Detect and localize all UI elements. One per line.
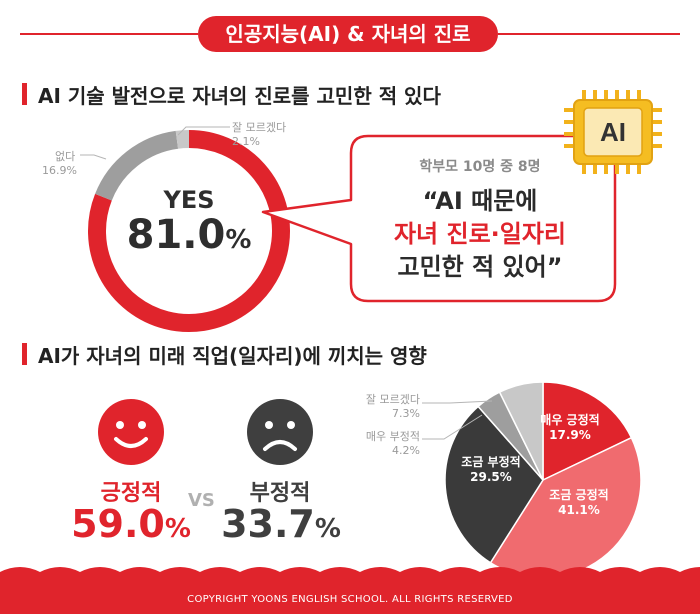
pie-label-very-negative: 매우 부정적 4.2% [350,430,420,458]
donut-yes-number: 81.0 [126,212,226,258]
negative-label: 부정적 [249,481,311,506]
donut-no-label: 없다 [55,150,76,163]
positive-value: 59.0% [46,502,216,546]
positive-number: 59.0 [71,502,165,546]
header-rule-left [20,33,198,35]
header-rule-right [498,33,680,35]
ai-chip-label: AI [600,117,626,147]
bubble-line-3: 고민한 적 있어” [397,253,563,281]
donut-slice-no [95,130,179,201]
pie-label-very-positive: 매우 긍정적 17.9% [530,413,610,443]
pie-label-slightly-negative-text: 조금 부정적 [461,455,521,469]
section1-marker [22,83,27,105]
pie-value-very-negative: 4.2% [392,444,420,457]
section2-marker [22,343,27,365]
pie-slice-dont-know [498,381,544,481]
donut-slice-yes [88,130,290,332]
donut-yes-value: 81.0% [109,212,269,258]
footer-copyright: COPYRIGHT YOONS ENGLISH SCHOOL. ALL RIGH… [187,594,513,605]
pie-value-slightly-negative: 29.5% [470,470,512,484]
pie-value-slightly-positive: 41.1% [558,503,600,517]
donut-no-value: 16.9% [42,164,77,177]
negative-unit: % [314,514,341,544]
negative-number: 33.7 [221,502,315,546]
donut-dk-value: 2.1% [232,135,260,148]
pie-label-dont-know-text: 잘 모르겠다 [365,393,420,406]
donut-yes-label: YES [163,186,215,214]
bubble-line-1: “AI 때문에 [422,187,538,215]
donut-slices [88,130,290,332]
pie-value-dont-know: 7.3% [392,407,420,420]
pie-slices [444,381,642,579]
negative-value: 33.7% [196,502,366,546]
section2-title: AI가 자녀의 미래 직업(일자리)에 끼치는 영향 [38,344,427,368]
bubble-subtitle: 학부모 10명 중 8명 [419,159,541,175]
frown-icon [247,399,313,465]
ai-chip-icon: AI [564,90,662,174]
pie-label-dont-know: 잘 모르겠다 7.3% [348,393,420,421]
pie-slice-very-positive [542,381,633,482]
section1-title: AI 기술 발전으로 자녀의 진로를 고민한 적 있다 [38,84,441,108]
pie-label-very-negative-text: 매우 부정적 [365,430,420,443]
donut-no-leader [80,154,107,160]
bubble-line-2: 자녀 진로·일자리 [393,220,567,248]
positive-unit: % [164,514,191,544]
smile-icon [98,399,164,465]
donut-slice-dont-know [175,130,190,149]
page-title: 인공지능(AI) & 자녀의 진로 [198,16,498,52]
pie-label-very-positive-text: 매우 긍정적 [540,413,600,427]
pie-label-slightly-negative: 조금 부정적 29.5% [446,455,536,485]
donut-yes-unit: % [225,225,252,255]
pie-slice-slightly-negative [444,405,544,564]
donut-dk-leader [177,126,230,136]
pie-label-slightly-positive: 조금 긍정적 41.1% [534,488,624,518]
pie-chart [444,381,642,579]
pie-value-very-positive: 17.9% [549,428,591,442]
footer-band [0,575,700,614]
donut-chart [88,130,290,332]
pie-label-slightly-positive-text: 조금 긍정적 [549,488,609,502]
pie-leader-lines [422,400,493,440]
donut-dk-label: 잘 모르겠다 [232,121,287,134]
vs-text: VS [188,490,215,511]
positive-label: 긍정적 [100,481,162,506]
